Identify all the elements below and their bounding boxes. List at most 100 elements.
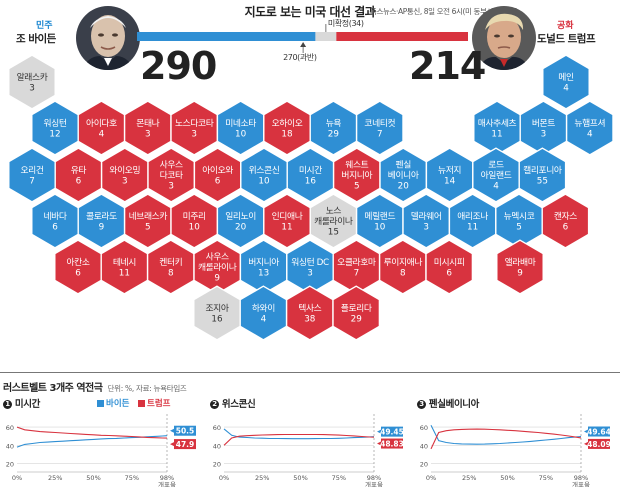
x-tick-label: 50% — [86, 474, 100, 482]
state-votes: 11 — [119, 268, 130, 278]
state-name: 뉴욕 — [326, 118, 342, 129]
state-votes: 16 — [305, 176, 317, 186]
rust-belt-header: 러스트벨트 3개주 역전극 단위: %, 자료: 뉴욕타임즈 — [3, 376, 187, 395]
badge-pointer — [377, 441, 381, 446]
state-name: 다코타 — [160, 170, 183, 181]
state-name: 웨스트 — [345, 159, 368, 171]
panel-2-state: 위스콘신 — [221, 399, 256, 410]
state-votes: 4 — [261, 314, 267, 324]
state-hex-shape — [355, 100, 404, 156]
rust-belt-title: 러스트벨트 3개주 역전극 — [3, 383, 103, 394]
legend-trump-label: 트럼프 — [147, 399, 171, 409]
state-name: 아칸소 — [66, 257, 89, 268]
badge-pointer — [377, 429, 381, 434]
panel-1-state: 미시간 — [14, 399, 40, 410]
state-name: 사우스 — [206, 252, 229, 263]
state-name: 애리조나 — [457, 211, 488, 222]
state-votes: 20 — [398, 182, 410, 192]
state-name: 뉴멕시코 — [504, 211, 535, 222]
state-name: 하와이 — [252, 302, 275, 314]
panel-1-title: 1 미시간 — [3, 396, 40, 410]
state-votes: 29 — [351, 314, 362, 324]
state-name: 위스콘신 — [249, 165, 280, 176]
state-name: 뉴저지 — [438, 165, 461, 176]
rust-chart-2: 60 40 20 0% 25% 50% 75% 98%개표율 49.45 48.83 — [213, 414, 404, 487]
state-votes: 4 — [99, 129, 105, 139]
state-name: 미네소타 — [225, 118, 256, 129]
state-votes: 3 — [423, 222, 429, 232]
state-votes: 55 — [537, 176, 548, 186]
y-tick-label: 60 — [213, 424, 221, 432]
state-votes: 6 — [446, 268, 452, 278]
state-votes: 7 — [377, 129, 383, 139]
state-hex-shape — [518, 147, 567, 203]
badge-pointer — [584, 441, 588, 446]
state-votes: 3 — [29, 83, 35, 93]
final-value-label: 48.09 — [587, 440, 611, 449]
state-votes: 10 — [189, 222, 201, 232]
x-tick-label: 50% — [500, 474, 514, 482]
final-value-label: 47.9 — [176, 440, 195, 449]
state-name: 테네시 — [113, 257, 136, 268]
state-name: 알래스카 — [17, 72, 48, 83]
final-value-badge-biden — [174, 425, 196, 436]
state-name: 텍사스 — [298, 303, 321, 314]
source-note: 폭스뉴스·AP통신, 8일 오전 6시(미 동부시간) 기준 — [370, 7, 518, 16]
legend-biden: 바이든 — [97, 397, 129, 409]
bar-undecided-segment — [315, 32, 337, 41]
biden-total: 290 — [140, 44, 217, 88]
state-votes: 9 — [99, 222, 105, 232]
state-name: 베이니아 — [388, 170, 419, 181]
state-name: 일리노이 — [225, 211, 256, 222]
final-value-label: 49.64 — [587, 428, 611, 437]
state-votes: 3 — [145, 129, 151, 139]
state-votes: 20 — [235, 222, 247, 232]
state-hex-shape — [496, 239, 544, 295]
state-name: 델라웨어 — [411, 210, 442, 222]
state-votes: 10 — [258, 176, 270, 186]
state-name: 켄터키 — [159, 257, 182, 268]
state-votes: 7 — [354, 268, 360, 278]
state-name: 로드 — [488, 161, 504, 171]
state-votes: 8 — [168, 268, 174, 278]
x-tick-label: 25% — [462, 474, 476, 482]
state-hex-shape — [542, 54, 590, 110]
state-votes: 3 — [541, 129, 547, 139]
x-axis-sublabel: 개표율 — [158, 480, 176, 487]
trump-party-label: 공화 — [557, 21, 574, 31]
state-name: 네브래스카 — [129, 211, 168, 222]
state-votes: 6 — [563, 222, 569, 232]
state-name: 미주리 — [183, 211, 206, 222]
state-hex-shape — [8, 54, 56, 110]
x-tick-label: 25% — [48, 474, 62, 482]
series-line-trump — [430, 428, 582, 450]
state-votes: 4 — [563, 83, 569, 93]
badge-pointer — [170, 428, 174, 433]
y-tick-label: 20 — [6, 460, 14, 468]
x-tick-label: 75% — [332, 474, 346, 482]
biden-party-label: 민주 — [36, 21, 53, 31]
x-tick-label: 98% — [367, 474, 381, 482]
state-votes: 4 — [493, 182, 499, 192]
state-name: 네바다 — [43, 211, 66, 222]
state-votes: 5 — [516, 222, 522, 232]
electoral-vote-bar — [137, 24, 468, 53]
state-hex-shape — [541, 193, 590, 249]
state-votes: 6 — [52, 222, 58, 232]
state-votes: 12 — [49, 129, 60, 139]
state-name: 펜실 — [396, 160, 412, 171]
x-tick-label: 0% — [426, 474, 436, 482]
panel-3-number: 3 — [417, 400, 426, 409]
rust-chart-1: 60 40 20 0% 25% 50% 75% 98%개표율 50.5 47.9 — [6, 414, 196, 487]
majority-label: 270(과반) — [283, 53, 317, 62]
